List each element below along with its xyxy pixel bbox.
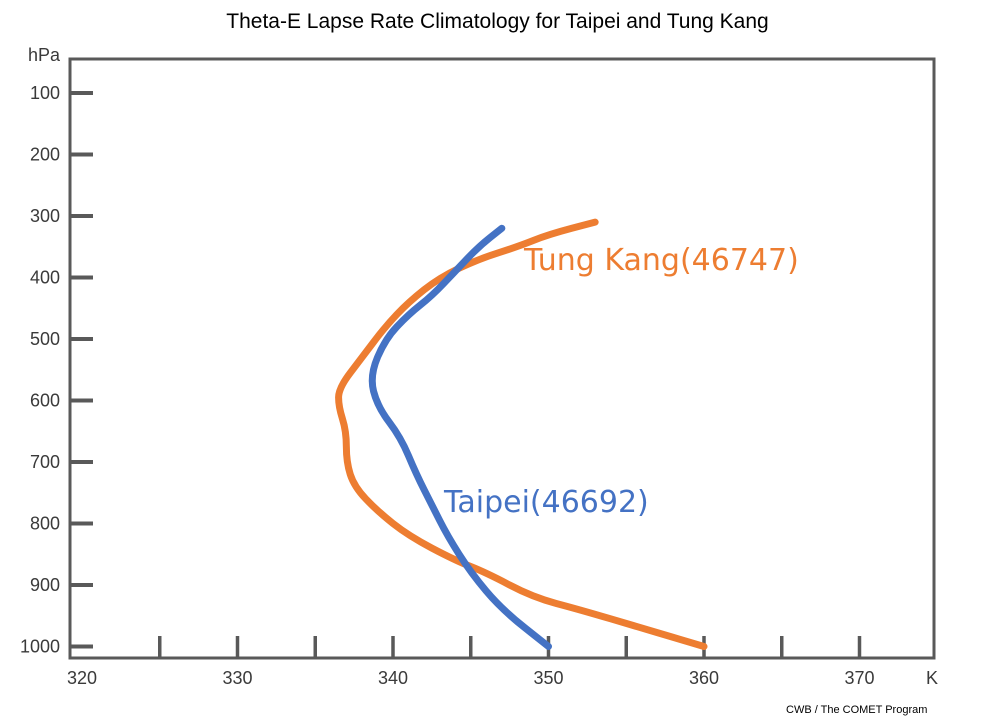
- series-line-tung-kang: [335, 218, 708, 650]
- series-line-taipei: [368, 224, 552, 650]
- y-tick-label: 500: [30, 329, 60, 349]
- y-tick-label: 800: [30, 514, 60, 534]
- series-label-taipei: Taipei(46692): [443, 485, 649, 520]
- x-axis-label: K: [926, 668, 938, 688]
- plot-area-frame: [68, 57, 936, 660]
- series-label-tung-kang: Tung Kang(46747): [523, 243, 799, 278]
- y-tick-label: 1000: [20, 637, 60, 657]
- y-tick-label: 100: [30, 83, 60, 103]
- x-tick-label: 350: [533, 668, 563, 688]
- x-tick-label: 370: [844, 668, 874, 688]
- y-axis-label: hPa: [28, 45, 61, 65]
- y-tick-label: 300: [30, 206, 60, 226]
- y-tick-label: 600: [30, 391, 60, 411]
- y-tick-label: 900: [30, 575, 60, 595]
- source-credit: CWB / The COMET Program: [786, 704, 927, 716]
- x-tick-label: 360: [689, 668, 719, 688]
- chart-title: Theta-E Lapse Rate Climatology for Taipe…: [226, 10, 769, 33]
- y-tick-label: 400: [30, 268, 60, 288]
- x-tick-label: 320: [67, 668, 97, 688]
- y-tick-label: 200: [30, 145, 60, 165]
- x-tick-label: 330: [222, 668, 252, 688]
- x-tick-label: 340: [378, 668, 408, 688]
- y-tick-label: 700: [30, 452, 60, 472]
